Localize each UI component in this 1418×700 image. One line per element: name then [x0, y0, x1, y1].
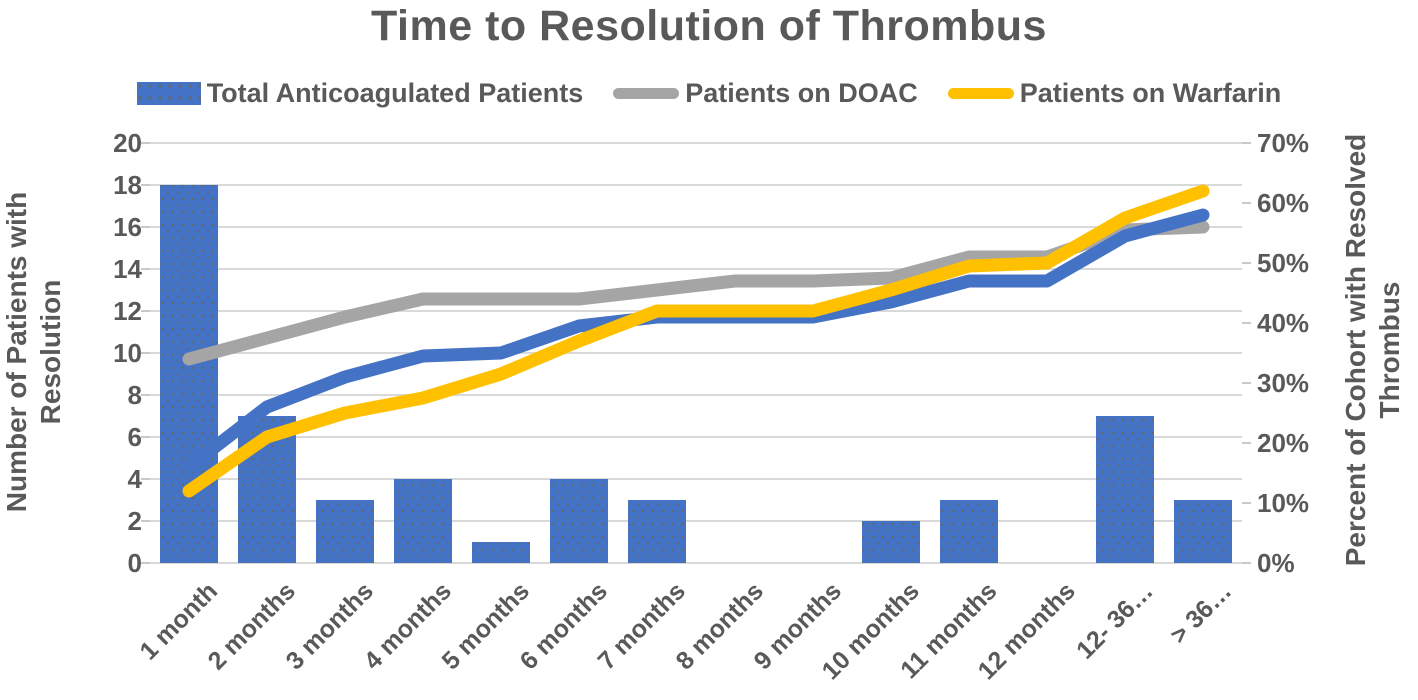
left-tick-label: 16	[113, 212, 142, 242]
legend-item-total-anticoagulated: Total Anticoagulated Patients	[136, 78, 584, 109]
left-tick-label: 0	[127, 548, 142, 578]
legend-item-warfarin: Patients on Warfarin	[947, 78, 1282, 109]
chart-title: Time to Resolution of Thrombus	[371, 2, 1047, 50]
right-axis-title-line2: Thrombus	[1374, 281, 1405, 419]
left-tick-label: 18	[113, 170, 142, 200]
left-tick-label: 10	[113, 338, 142, 368]
right-tick-label: 70%	[1257, 128, 1310, 158]
legend-item-doac: Patients on DOAC	[613, 78, 918, 109]
bar-swatch-icon	[136, 82, 201, 105]
bar--36-	[1174, 500, 1232, 563]
right-tick-label: 30%	[1257, 368, 1310, 398]
right-tick-label: 0%	[1257, 548, 1295, 578]
bar-12-36-	[1096, 416, 1154, 563]
bar-10-months	[862, 521, 920, 563]
left-tick-label: 12	[113, 296, 142, 326]
right-axis-title-line1: Percent of Cohort with Resolved	[1340, 133, 1371, 567]
bar-series-total-anticoagulated	[160, 185, 1232, 563]
right-axis-title: Percent of Cohort with Resolved Thrombus	[1339, 134, 1407, 567]
left-tick-label: 2	[127, 506, 142, 536]
right-tick-label: 50%	[1257, 248, 1310, 278]
left-tick-label: 14	[113, 254, 142, 284]
legend-label: Total Anticoagulated Patients	[206, 78, 584, 108]
left-tick-label: 20	[113, 128, 142, 158]
axis-tick-marks	[141, 142, 1251, 564]
legend-label: Patients on DOAC	[685, 78, 918, 108]
left-tick-label: 8	[127, 380, 142, 410]
left-axis-title-line1: Number of Patients with	[1, 191, 32, 513]
bar-7-months	[628, 500, 686, 563]
bar-1-month	[160, 185, 218, 563]
right-tick-label: 10%	[1257, 488, 1310, 518]
line-swatch-icon	[613, 88, 680, 99]
legend-label: Patients on Warfarin	[1019, 78, 1282, 108]
bar-4-months	[394, 479, 452, 563]
gridlines	[150, 142, 1242, 564]
bar-5-months	[472, 542, 530, 563]
bar-6-months	[550, 479, 608, 563]
line-patients-on-warfarin	[182, 184, 1210, 498]
legend: Total Anticoagulated Patients Patients o…	[0, 78, 1418, 109]
left-axis-title-line2: Resolution	[35, 279, 66, 425]
bar-3-months	[316, 500, 374, 563]
left-tick-label: 4	[127, 464, 142, 494]
left-tick-label: 6	[127, 422, 142, 452]
line-patients-on-doac	[182, 220, 1210, 366]
line-swatch-icon	[947, 88, 1014, 99]
right-tick-label: 40%	[1257, 308, 1310, 338]
left-axis-title: Number of Patients with Resolution	[0, 192, 68, 512]
right-tick-label: 20%	[1257, 428, 1310, 458]
bar-11-months	[940, 500, 998, 563]
line-series-group	[182, 184, 1210, 498]
right-tick-label: 60%	[1257, 188, 1310, 218]
